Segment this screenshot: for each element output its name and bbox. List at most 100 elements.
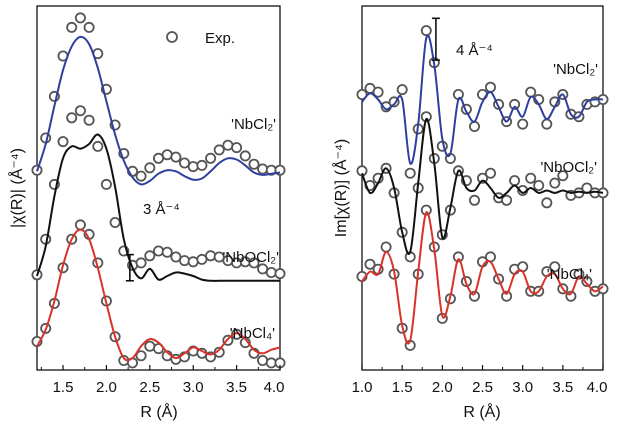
right-exp-point-nbcl2 <box>420 25 432 37</box>
left-scale-bar-label: 3 Å⁻⁴ <box>143 201 180 218</box>
right-exp-point-nbocl2 <box>525 172 537 184</box>
right-exp-point-nbcl4 <box>581 275 593 287</box>
right-exp-point-nbocl2 <box>557 170 569 182</box>
left-exp-point-nbcl2 <box>135 170 147 182</box>
left-exp-point-nbocl2 <box>74 105 86 117</box>
right-scale-bar-label: 4 Å⁻⁴ <box>456 42 493 59</box>
right-exp-point-nbcl2 <box>541 118 553 130</box>
right-x-tick-label: 1.0 <box>352 379 373 396</box>
left-fit-line-nbcl4 <box>36 228 281 362</box>
left-exp-point-nbocl2 <box>265 266 277 278</box>
left-exp-point-nbocl2 <box>135 257 147 269</box>
left-x-axis-label: R (Å) <box>140 402 177 421</box>
right-label-nbcl2: 'NbCl₂' <box>553 61 598 78</box>
left-x-ticks: 1.5 2.0 2.5 3.0 3.5 4.0 <box>40 365 285 396</box>
right-exp-point-nbcl2 <box>484 81 496 93</box>
left-scale-bar: 3 Å⁻⁴ <box>125 201 180 282</box>
left-exp-point-nbcl2 <box>248 158 260 170</box>
legend-marker-exp <box>166 31 178 43</box>
left-exp-point-nbcl2 <box>257 163 269 175</box>
right-x-tick-label: 2.0 <box>432 379 453 396</box>
left-exp-point-nbcl2 <box>83 21 95 33</box>
right-exp-point-nbocl2 <box>501 194 513 206</box>
left-x-tick-label: 2.0 <box>96 379 117 396</box>
left-exp-point-nbcl2 <box>231 142 243 154</box>
left-exp-point-nbocl2 <box>187 256 199 268</box>
right-plot-area <box>356 25 609 351</box>
left-exp-point-nbocl2 <box>152 245 164 257</box>
left-exp-point-nbcl2 <box>239 150 251 162</box>
right-y-axis-label: Im[χ(R)] (Å⁻⁴) <box>331 139 350 237</box>
right-exp-point-nbcl2 <box>517 118 529 130</box>
left-exp-point-nbcl4 <box>74 219 86 231</box>
left-panel: 1.5 2.0 2.5 3.0 3.5 4.0 R (Å) |χ(R)| (Å⁻⁴) Ex… <box>7 5 286 421</box>
right-exp-point-nbocl2 <box>484 167 496 179</box>
right-exp-point-nbocl2 <box>533 179 545 191</box>
right-label-nbocl2: 'NbOCl₂' <box>540 159 597 176</box>
right-x-ticks: 1.0 1.5 2.0 2.5 3.0 3.5 4.0 <box>352 365 608 396</box>
right-scale-bar: 4 Å⁻⁴ <box>431 17 493 61</box>
left-label-nbcl4: 'NbCl₄' <box>230 325 275 342</box>
right-fit-line-nbcl4 <box>361 211 604 345</box>
right-exp-point-nbocl2 <box>509 175 521 187</box>
right-x-axis-label: R (Å) <box>463 402 500 421</box>
left-exp-point-nbcl2 <box>66 21 78 33</box>
left-x-tick-label: 2.5 <box>139 379 160 396</box>
right-exp-point-nbcl4 <box>597 283 609 295</box>
right-x-tick-label: 4.0 <box>587 379 608 396</box>
left-fit-line-nbocl2 <box>36 133 280 282</box>
right-exp-point-nbcl2 <box>356 89 368 101</box>
left-label-nbcl2: 'NbCl₂' <box>231 116 276 133</box>
left-exp-point-nbocl2 <box>83 114 95 126</box>
left-x-tick-label: 3.0 <box>183 379 204 396</box>
right-exp-point-nbcl4 <box>452 251 464 263</box>
left-exp-point-nbocl2 <box>161 246 173 258</box>
left-exp-point-nbocl2 <box>66 112 78 124</box>
right-x-tick-label: 1.5 <box>392 379 413 396</box>
left-exp-point-nbcl2 <box>170 151 182 163</box>
right-exp-point-nbcl4 <box>549 261 561 273</box>
left-exp-point-nbcl2 <box>144 162 156 174</box>
right-exp-point-nbcl2 <box>468 121 480 133</box>
left-y-axis-label: |χ(R)| (Å⁻⁴) <box>7 148 26 228</box>
left-exp-point-nbcl2 <box>213 144 225 156</box>
right-exp-point-nbcl2 <box>509 98 521 110</box>
legend-label-exp: Exp. <box>205 30 235 47</box>
right-fit-line-nbocl2 <box>361 118 604 255</box>
left-exp-point-nbcl2 <box>161 149 173 161</box>
left-x-tick-label: 4.0 <box>264 379 285 396</box>
left-exp-point-nbcl4 <box>135 350 147 362</box>
left-exp-point-nbcl2 <box>205 152 217 164</box>
left-exp-point-nbcl2 <box>74 12 86 24</box>
left-exp-point-nbcl2 <box>187 161 199 173</box>
right-exp-point-nbcl4 <box>364 258 376 270</box>
right-label-nbcl4: 'NbCl₄' <box>547 266 592 283</box>
left-plot-frame <box>36 5 281 371</box>
legend: Exp. <box>166 30 235 47</box>
left-exp-point-nbocl2 <box>205 250 217 262</box>
right-x-tick-label: 3.0 <box>512 379 533 396</box>
left-exp-point-nbcl4 <box>257 354 269 366</box>
left-label-nbocl2: 'NbOCl₂' <box>222 249 279 266</box>
left-exp-point-nbocl2 <box>248 257 260 269</box>
right-exp-point-nbcl2 <box>525 86 537 98</box>
right-exp-point-nbocl2 <box>468 194 480 206</box>
left-exp-point-nbocl2 <box>178 255 190 267</box>
left-exp-point-nbocl2 <box>100 178 112 190</box>
right-fit-line-nbcl2 <box>361 34 604 165</box>
right-exp-point-nbocl2 <box>549 177 561 189</box>
right-panel: 1.0 1.5 2.0 2.5 3.0 3.5 4.0 R (Å) Im[χ(R)] (Å⁻… <box>331 5 609 421</box>
left-exp-point-nbocl2 <box>144 250 156 262</box>
left-exp-point-nbocl2 <box>57 136 69 148</box>
right-exp-point-nbcl2 <box>396 84 408 96</box>
left-exp-point-nbcl2 <box>222 139 234 151</box>
left-exp-point-nbcl2 <box>196 159 208 171</box>
left-exp-point-nbocl2 <box>92 140 104 152</box>
left-exp-point-nbocl2 <box>274 268 286 280</box>
right-exp-point-nbcl2 <box>404 167 416 179</box>
left-x-tick-label: 3.5 <box>226 379 247 396</box>
right-exp-point-nbcl2 <box>372 86 384 98</box>
right-exp-point-nbcl4 <box>380 241 392 253</box>
left-x-tick-label: 1.5 <box>53 379 74 396</box>
